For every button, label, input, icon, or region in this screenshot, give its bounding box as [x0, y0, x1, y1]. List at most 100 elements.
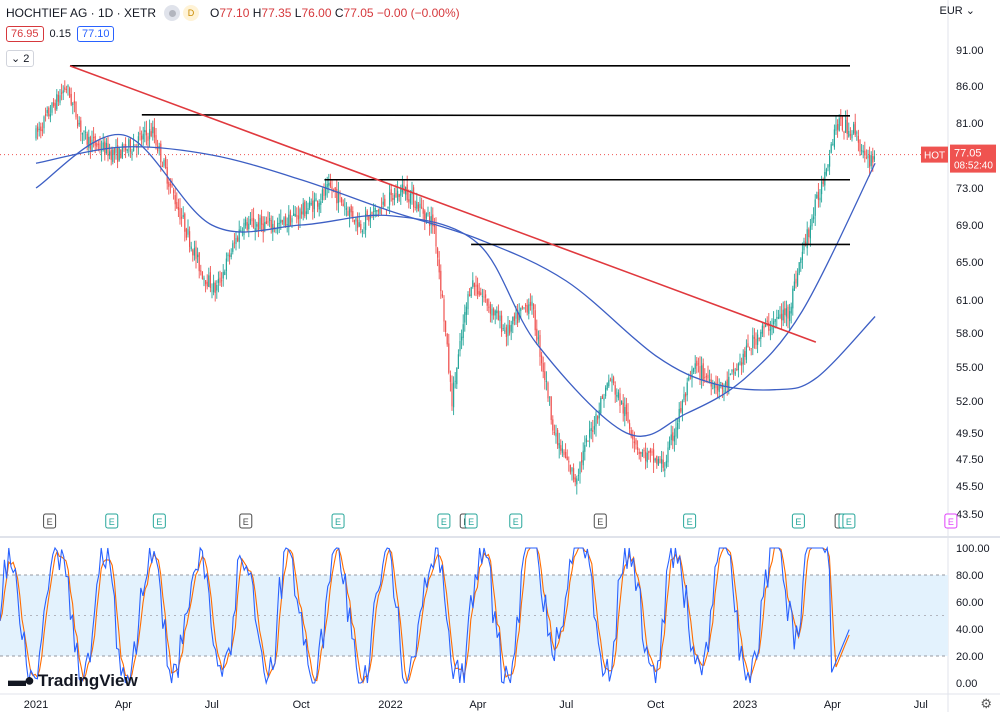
candle-body — [209, 272, 211, 289]
candle-body — [478, 291, 480, 296]
candle-body — [294, 213, 296, 217]
candle-body — [701, 365, 703, 380]
candle-body — [318, 203, 320, 210]
settings-gear-icon[interactable]: ⚙ — [980, 696, 992, 711]
earnings-marker-letter: E — [513, 517, 519, 527]
close-value: 77.05 — [343, 6, 374, 20]
horizontal-level-line — [141, 114, 851, 117]
candle-body — [91, 139, 93, 152]
candle-body — [747, 343, 749, 347]
candle-body — [817, 191, 819, 200]
price-tick-label: 58.00 — [956, 328, 984, 340]
candle-body — [741, 362, 743, 366]
candle-body — [563, 451, 565, 455]
candle-body — [197, 254, 199, 258]
candle-body — [635, 439, 637, 445]
candle-body — [814, 199, 816, 216]
candle-body — [147, 136, 149, 141]
candle-body — [232, 243, 234, 252]
candle-body — [472, 280, 474, 287]
price-tick-label: 43.50 — [956, 509, 984, 521]
candle-body — [617, 392, 619, 398]
candle-body — [797, 273, 799, 286]
candle-body — [849, 134, 851, 136]
tradingview-logo[interactable]: ▬● TradingView — [8, 670, 138, 691]
candle-body — [51, 102, 53, 113]
candle-body — [366, 210, 368, 217]
candle-body — [528, 304, 530, 314]
candle-body — [537, 337, 539, 339]
tradingview-wordmark: TradingView — [37, 670, 138, 690]
candle-body — [54, 103, 56, 111]
candle-body — [49, 114, 51, 117]
candle-body — [662, 459, 664, 468]
ask-price[interactable]: 77.10 — [76, 26, 115, 42]
candle-body — [145, 130, 147, 136]
symbol-title[interactable]: HOCHTIEF AG · 1D · XETR — [6, 6, 157, 20]
candle-body — [731, 369, 733, 372]
candle-body — [589, 429, 591, 438]
candle-body — [667, 447, 669, 463]
earnings-marker — [43, 513, 57, 529]
candle-body — [790, 306, 792, 314]
candle-body — [257, 222, 259, 231]
candle-body — [739, 361, 741, 365]
candle-body — [576, 478, 578, 485]
candle-body — [368, 216, 370, 222]
candle-body — [53, 102, 55, 106]
stoch-tick-label: 60.00 — [956, 597, 984, 609]
candle-body — [128, 139, 130, 148]
candle-body — [603, 397, 605, 401]
candle-body — [771, 327, 773, 330]
candle-body — [757, 334, 759, 345]
candle-body — [869, 154, 871, 167]
candle-body — [205, 280, 207, 285]
candle-body — [659, 458, 661, 464]
candle-body — [547, 382, 549, 399]
earnings-marker — [509, 513, 523, 529]
earnings-marker — [842, 513, 856, 529]
candle-body — [824, 172, 826, 186]
bid-price[interactable]: 76.95 — [6, 26, 44, 42]
candle-body — [384, 198, 386, 207]
candle-body — [109, 151, 111, 156]
candle-body — [694, 363, 696, 369]
candle-body — [347, 210, 349, 216]
candle-body — [608, 380, 610, 387]
candle-body — [107, 143, 109, 156]
candle-body — [360, 223, 362, 231]
candle-body — [832, 143, 834, 145]
candle-body — [665, 460, 667, 467]
candle-body — [584, 445, 586, 452]
candle-body — [709, 379, 711, 382]
candle-body — [211, 290, 213, 292]
candle-body — [267, 221, 269, 223]
candle-body — [707, 374, 709, 379]
candle-body — [833, 129, 835, 148]
candle-body — [541, 355, 543, 364]
time-tick-label: Apr — [824, 699, 841, 711]
candle-body — [461, 336, 463, 341]
candle-body — [174, 195, 176, 205]
candle-body — [726, 379, 728, 387]
candle-body — [827, 164, 829, 168]
candle-body — [683, 394, 685, 400]
candle-body — [392, 198, 394, 200]
candle-body — [513, 315, 515, 321]
candle-body — [397, 190, 399, 201]
candle-body — [285, 216, 287, 227]
candle-body — [177, 207, 179, 211]
candle-body — [165, 156, 167, 168]
candle-body — [437, 248, 439, 258]
candle-body — [427, 213, 429, 215]
candle-body — [110, 149, 112, 160]
currency-selector[interactable]: EUR ⌄ — [939, 4, 975, 17]
delayed-data-badge[interactable]: D — [183, 5, 200, 21]
candle-body — [859, 139, 861, 152]
candle-body — [256, 224, 258, 227]
candle-body — [630, 430, 632, 437]
price-tick-label: 73.00 — [956, 183, 984, 195]
indicator-collapse-button[interactable]: ⌄ 2 — [6, 50, 35, 67]
time-tick-label: Apr — [469, 699, 486, 711]
